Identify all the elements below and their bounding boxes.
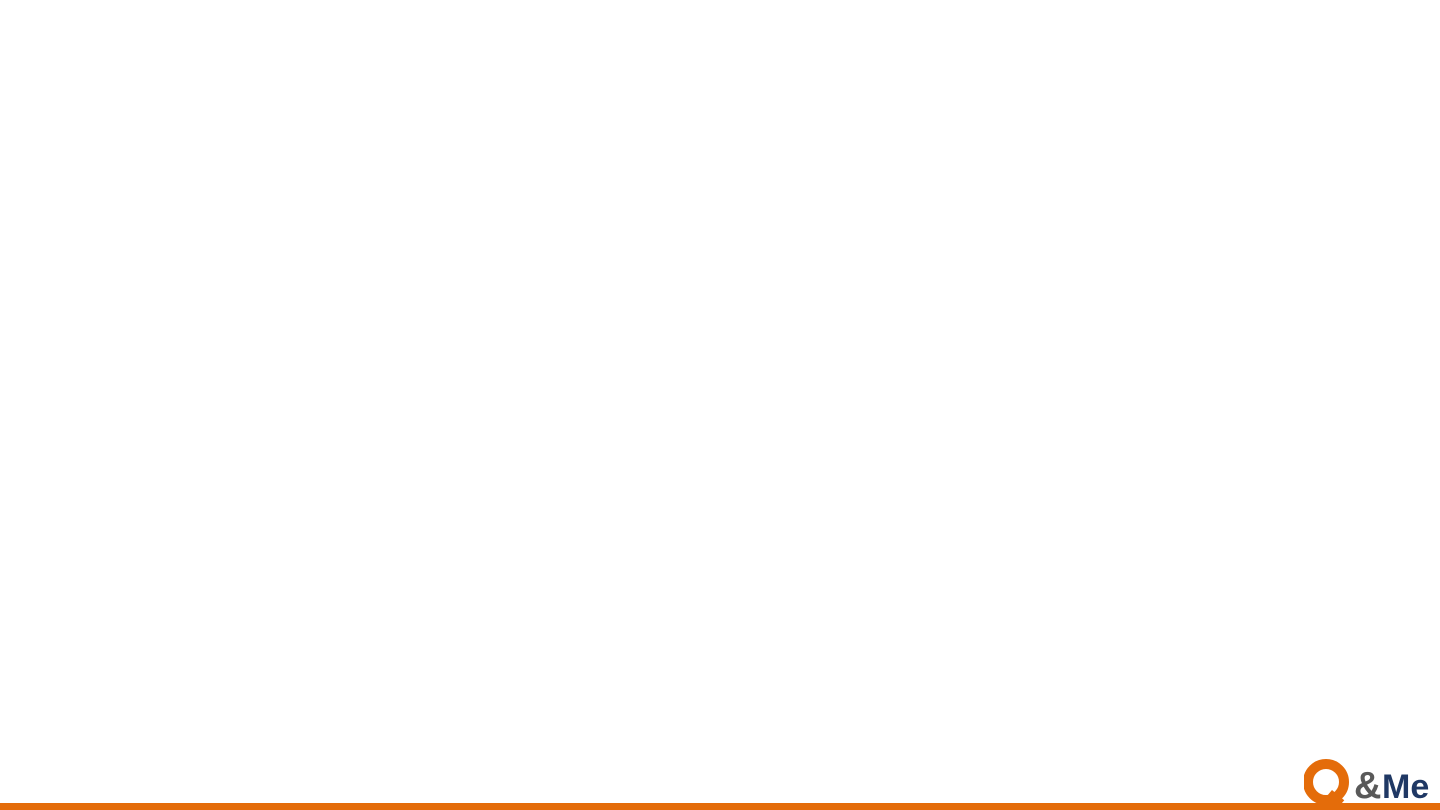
svg-text:Me: Me xyxy=(1382,768,1429,806)
svg-text:&: & xyxy=(1354,765,1381,806)
footer-accent-bar xyxy=(0,803,1440,810)
chart-area xyxy=(85,110,1355,615)
brand-logo: & Me xyxy=(1304,756,1434,806)
footer: & Me xyxy=(0,772,1440,810)
